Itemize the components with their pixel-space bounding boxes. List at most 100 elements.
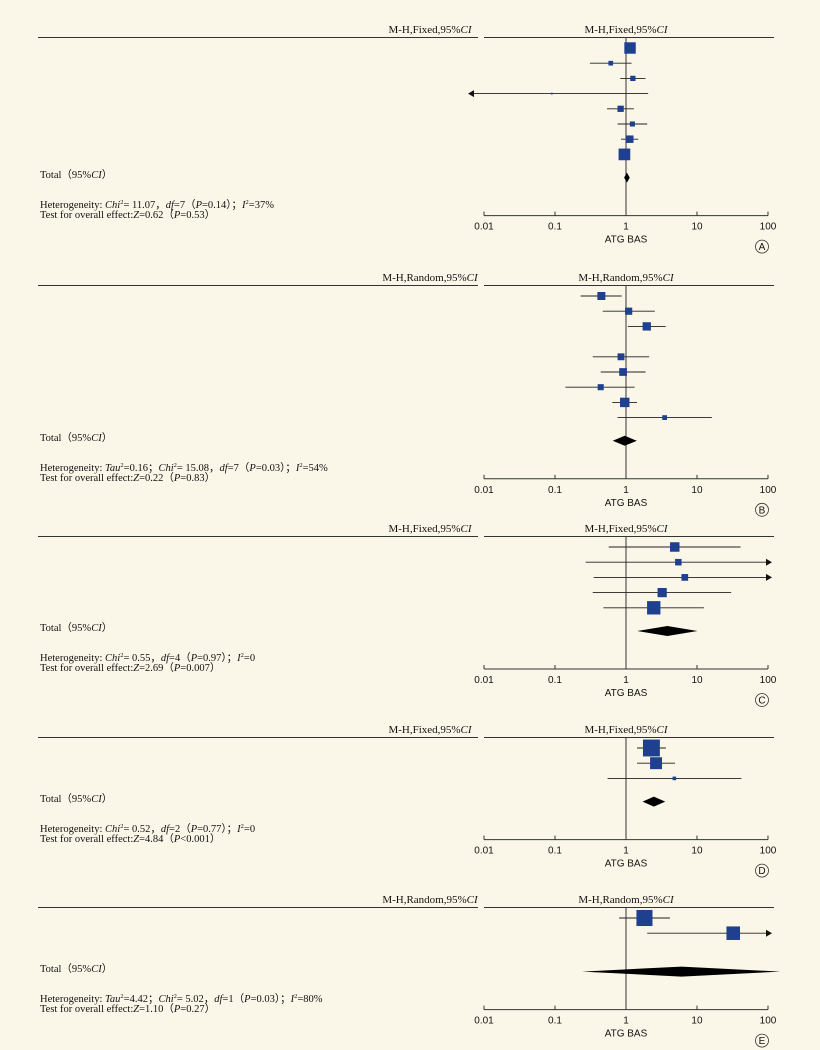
x-tick-label: 100	[760, 846, 777, 857]
method-header: M-H,Fixed,95%CI	[388, 24, 472, 36]
x-tick-label: 0.01	[474, 1016, 494, 1027]
effect-square	[630, 75, 636, 82]
overall-effect-text: Test for overall effect:Z=0.62（P=0.53）	[40, 209, 216, 221]
effect-square	[608, 60, 614, 66]
effect-square	[642, 322, 651, 331]
plot-header-rule	[484, 285, 774, 286]
x-tick-label: 100	[760, 222, 777, 233]
total-label: Total（95%CI）	[40, 623, 113, 634]
effect-square	[550, 92, 553, 95]
effect-square	[647, 601, 661, 615]
overall-effect-text: Test for overall effect:Z=1.10（P=0.27）	[40, 1003, 216, 1015]
effect-square	[657, 587, 667, 598]
effect-square	[642, 739, 660, 757]
heterogeneity-text: Heterogeneity: Tau2=4.42；Chi2= 5.02，df=1…	[40, 992, 323, 1005]
pooled-diamond	[637, 626, 698, 636]
method-plot-header: M-H,Fixed,95%CI	[584, 724, 668, 736]
x-tick-label: 1	[623, 485, 629, 496]
total-label: Total（95%CI）	[40, 963, 113, 975]
panel-label: E	[759, 1036, 766, 1047]
ci-arrow-left	[468, 90, 475, 98]
forest-plot-d: 0.01 0.1 1 10 100 ATG BAS D	[474, 738, 777, 878]
method-header: M-H,Fixed,95%CI	[388, 724, 472, 736]
effect-square	[675, 558, 682, 566]
effect-square	[650, 757, 663, 770]
ci-arrow-right	[766, 573, 772, 581]
effect-square	[626, 135, 634, 143]
x-tick-label: 10	[691, 675, 703, 686]
x-tick-label: 100	[760, 1016, 777, 1027]
effect-square	[625, 307, 633, 315]
effect-square	[619, 368, 627, 376]
plot-header-rule	[484, 737, 774, 738]
x-tick-label: 100	[760, 485, 777, 496]
effect-square	[726, 926, 741, 940]
header-rule	[38, 37, 478, 38]
x-tick-label: 0.01	[474, 485, 494, 496]
method-header: M-H,Fixed,95%CI	[388, 523, 472, 535]
heterogeneity-text: Heterogeneity: Chi2= 0.52，df=2（P=0.77）；I…	[40, 822, 256, 835]
x-tick-label: 0.1	[548, 222, 562, 233]
overall-effect-text: Test for overall effect:Z=4.84（P<0.001）	[40, 833, 221, 845]
panel-label-circle	[755, 863, 769, 878]
plot-header-rule	[484, 536, 774, 537]
x-tick-label: 0.1	[548, 1016, 562, 1027]
forest-plot-e: 0.01 0.1 1 10 100 ATG BAS E	[474, 908, 781, 1048]
effect-square	[617, 353, 625, 361]
effect-square	[624, 42, 636, 54]
x-tick-label: 0.01	[474, 846, 494, 857]
effect-square	[597, 384, 604, 391]
forest-plot-c: 0.01 0.1 1 10 100 ATG BAS C	[474, 537, 777, 707]
overall-effect-text: Test for overall effect:Z=2.69（P=0.007）	[40, 663, 221, 674]
method-header: M-H,Random,95%CI	[382, 894, 478, 906]
x-tick-label: 100	[760, 675, 777, 686]
panel-label: B	[759, 505, 766, 516]
effect-square	[620, 397, 630, 408]
plot-header-rule	[484, 907, 774, 908]
panel-label: C	[758, 696, 765, 707]
effect-square	[662, 415, 668, 420]
effect-square	[618, 148, 631, 161]
heterogeneity-text: Heterogeneity: Chi2= 0.55，df=4（P=0.97）；I…	[40, 652, 256, 664]
method-plot-header: M-H,Fixed,95%CI	[584, 24, 668, 36]
x-tick-label: 0.01	[474, 675, 494, 686]
panel-label-circle	[755, 239, 769, 254]
x-tick-label: 1	[623, 846, 629, 857]
heterogeneity-text: Heterogeneity: Tau2=0.16；Chi2= 15.08，df=…	[40, 461, 328, 474]
ci-arrow-right	[765, 929, 772, 937]
method-plot-header: M-H,Fixed,95%CI	[584, 523, 668, 535]
total-label: Total（95%CI）	[40, 793, 113, 805]
heterogeneity-text: Heterogeneity: Chi2= 11.07，df=7（P=0.14）；…	[40, 198, 274, 211]
header-rule	[38, 907, 478, 908]
method-plot-header: M-H,Random,95%CI	[578, 272, 674, 284]
x-tick-label: 10	[691, 1016, 703, 1027]
panel-label: D	[758, 866, 765, 877]
effect-square	[681, 574, 689, 581]
x-tick-label: 1	[623, 222, 629, 233]
x-tick-label: 10	[691, 222, 703, 233]
effect-square	[670, 542, 680, 552]
x-tick-label: 0.1	[548, 675, 562, 686]
ci-arrow-right	[766, 558, 772, 566]
x-tick-label: 10	[691, 485, 703, 496]
effect-square	[629, 121, 635, 127]
panel-label: A	[759, 242, 766, 253]
pooled-diamond	[624, 172, 630, 183]
panel-label-circle	[755, 693, 769, 707]
effect-square	[597, 292, 606, 300]
forest-plot-b: 0.01 0.1 1 10 100 ATG BAS B	[474, 286, 777, 517]
x-axis-label: ATG BAS	[605, 1029, 648, 1040]
x-axis-label: ATG BAS	[605, 235, 648, 246]
overall-effect-text: Test for overall effect:Z=0.22（P=0.83）	[40, 472, 216, 484]
x-tick-label: 10	[691, 846, 703, 857]
method-plot-header: M-H,Random,95%CI	[578, 894, 674, 906]
x-tick-label: 1	[623, 675, 629, 686]
x-axis-label: ATG BAS	[605, 859, 648, 870]
x-tick-label: 0.1	[548, 485, 562, 496]
header-rule	[38, 737, 478, 738]
x-tick-label: 1	[623, 1016, 629, 1027]
x-axis-label: ATG BAS	[605, 688, 648, 699]
x-axis-label: ATG BAS	[605, 498, 648, 509]
pooled-diamond	[642, 796, 666, 807]
